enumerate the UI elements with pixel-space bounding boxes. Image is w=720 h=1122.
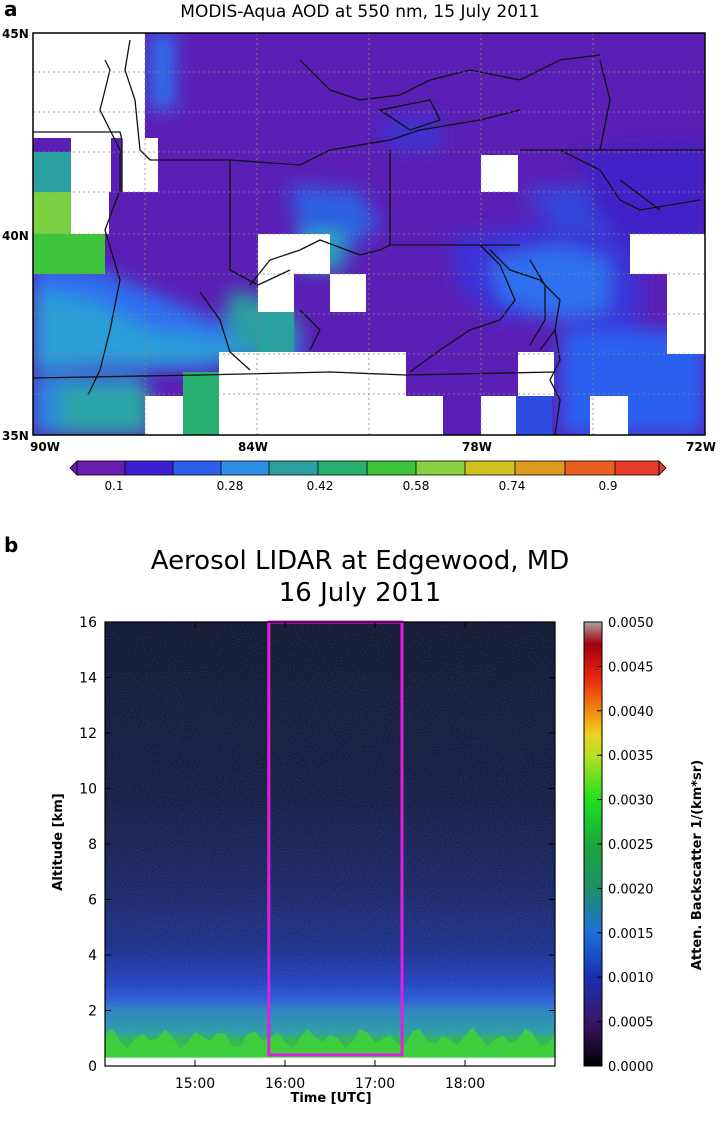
- aod-pixel: [516, 396, 552, 435]
- colorbar-tick-label: 0.0010: [608, 971, 654, 986]
- colorbar-tick: 0.28: [217, 479, 244, 493]
- y-tick-label: 10: [79, 782, 97, 798]
- colorbar-tick: 0.42: [307, 479, 334, 493]
- panel-b-letter: b: [4, 533, 19, 557]
- backscatter-colorbar: 0.0000 0.0005 0.0010 0.0015 0.0020 0.0025 0.00…: [583, 616, 654, 1075]
- y-axis-label: Altitude [km]: [51, 793, 66, 890]
- x-tick-label: 18:00: [445, 1076, 485, 1092]
- lon-label: 90W: [30, 440, 60, 454]
- lidar-plot: 0 2 4 6 8 10 12 14 16 15:00 16:00 17:00 18:00 Altitu…: [51, 615, 705, 1106]
- lidar-title-line1: Aerosol LIDAR at Edgewood, MD: [150, 546, 570, 576]
- lidar-axes: 0 2 4 6 8 10 12 14 16 15:00 16:00 17:00 18:00: [79, 615, 556, 1092]
- aod-pixel: [33, 234, 105, 274]
- panel-a-letter: a: [4, 0, 18, 21]
- colorbar-tick-label: 0.0035: [608, 749, 654, 764]
- lat-label: 35N: [2, 429, 29, 443]
- colorbar-tick-label: 0.0045: [608, 660, 654, 675]
- backscatter-noise: [105, 622, 555, 1055]
- aod-pixel: [183, 372, 219, 435]
- map-title: MODIS-Aqua AOD at 550 nm, 15 July 2011: [180, 2, 540, 22]
- y-tick-label: 4: [88, 948, 97, 964]
- colorbar-tick-label: 0.0020: [608, 882, 654, 897]
- x-tick-label: 17:00: [355, 1076, 395, 1092]
- y-tick-label: 0: [88, 1059, 97, 1075]
- aod-pixel: [33, 192, 71, 234]
- y-tick-label: 8: [88, 837, 97, 853]
- graticule: [33, 33, 705, 435]
- boundary-layer: [105, 1027, 555, 1058]
- colorbar-tick-label: 0.0030: [608, 794, 654, 809]
- lat-label: 45N: [2, 27, 29, 41]
- colorbar-tick: 0.1: [104, 479, 123, 493]
- colorbar-tick: 0.9: [598, 479, 617, 493]
- colorbar-tick-label: 0.0025: [608, 838, 654, 853]
- colorbar-tick: 0.74: [499, 479, 526, 493]
- lidar-field: [105, 620, 555, 1066]
- y-tick-label: 2: [88, 1004, 97, 1020]
- lon-label: 72W: [686, 440, 716, 454]
- state-borders: [33, 39, 705, 435]
- aod-map: 45N 40N 35N 90W 84W 78W 72W 0.1 0.28 0.4…: [2, 27, 716, 493]
- surface-gap: [105, 1057, 555, 1066]
- colorbar-tick-label: 0.0050: [608, 616, 654, 631]
- map-frame: [32, 32, 706, 436]
- colorbar-label: Atten. Backscatter 1/(km*sr): [690, 760, 705, 970]
- y-tick-label: 14: [79, 671, 97, 687]
- x-tick-label: 16:00: [265, 1076, 305, 1092]
- x-tick-label: 15:00: [175, 1076, 215, 1092]
- colorbar-tick: 0.58: [403, 479, 430, 493]
- colorbar-tick-label: 0.0005: [608, 1016, 654, 1031]
- aod-pixel: [33, 152, 71, 192]
- colorbar-tick-label: 0.0015: [608, 927, 654, 942]
- aod-pixel: [258, 312, 294, 352]
- x-axis-label: Time [UTC]: [290, 1091, 371, 1106]
- lidar-title-line2: 16 July 2011: [278, 578, 442, 608]
- aod-colorbar: 0.1 0.28 0.42 0.58 0.74 0.9: [69, 460, 667, 493]
- colorbar-tick-label: 0.0040: [608, 705, 654, 720]
- lon-label: 78W: [462, 440, 492, 454]
- lat-label: 40N: [2, 229, 29, 243]
- y-tick-label: 12: [79, 726, 97, 742]
- colorbar-tick-label: 0.0000: [608, 1060, 654, 1075]
- y-tick-label: 16: [79, 615, 97, 631]
- lon-label: 84W: [238, 440, 268, 454]
- y-tick-label: 6: [88, 893, 97, 909]
